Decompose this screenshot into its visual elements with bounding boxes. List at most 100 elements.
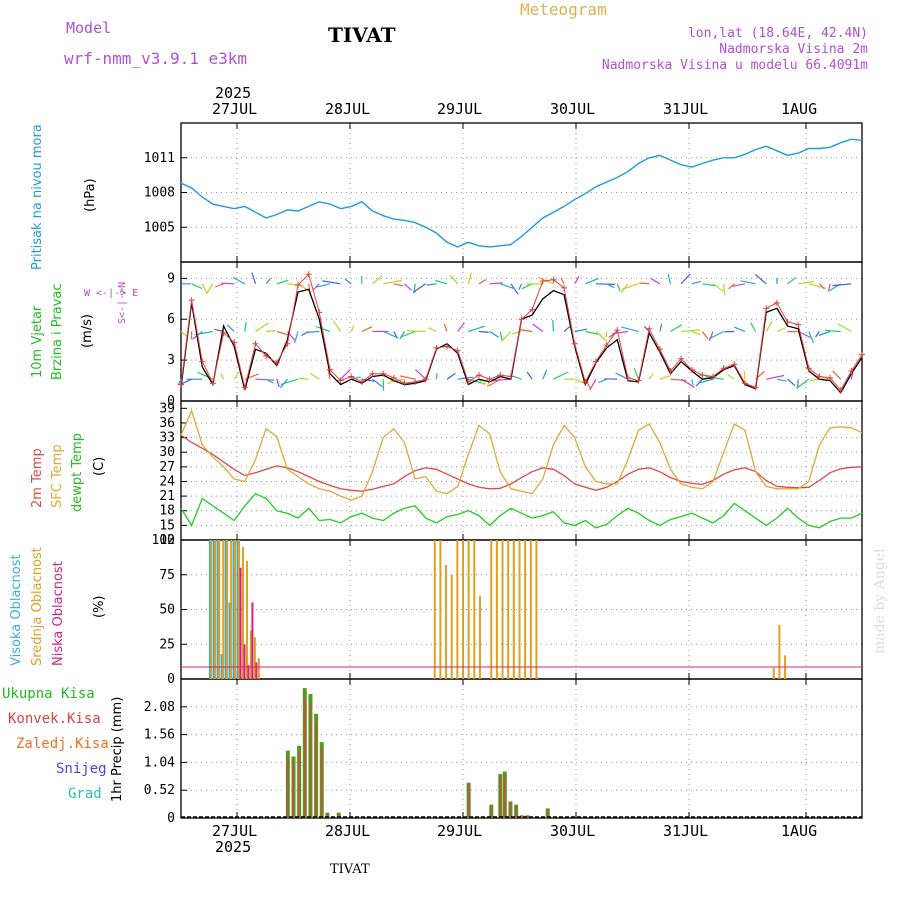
wind-gust-cross [741, 380, 748, 387]
wind-gust-cross [827, 374, 834, 381]
wind-arrow [443, 323, 448, 332]
wind-gust-cross [390, 374, 397, 381]
wind-arrow [491, 378, 511, 382]
elevation-label: Nadmorska Visina 2m [719, 42, 868, 57]
wind-arrow [351, 376, 361, 380]
wind-arrow [659, 374, 672, 380]
wind-arrow [818, 330, 831, 336]
wind-arrow [298, 377, 309, 380]
wind-arrow [399, 331, 405, 340]
wind-arrow [446, 372, 456, 380]
wind-arrow [500, 331, 512, 342]
wind-arrow [552, 320, 555, 332]
wind-arrow [749, 322, 757, 332]
wind-gust-cross [720, 365, 727, 372]
wind-arrow [322, 280, 341, 285]
wind-arrow [489, 330, 499, 338]
wind-arrow [468, 325, 486, 333]
temp-sfc-line [180, 408, 863, 501]
wind-arrow [574, 328, 588, 333]
wind-arrow [616, 283, 621, 292]
pressure-line [180, 138, 863, 248]
wind-arrow [265, 378, 274, 384]
y-tick-label: 12 [159, 533, 175, 548]
wind-arrow [327, 369, 331, 380]
wind-gust-cross [550, 276, 557, 283]
wind-arrow [512, 375, 522, 380]
wind-gust-cross [454, 347, 461, 354]
wind-arrow [276, 279, 289, 285]
wind-arrow [412, 283, 427, 293]
wind-arrow [518, 283, 523, 290]
y-tick-label: 1005 [144, 220, 175, 235]
wind-arrow [404, 283, 412, 291]
wind-arrow [553, 371, 569, 380]
wind-gust-cross [731, 361, 738, 368]
wind-gust-cross [401, 380, 408, 387]
day-label-bottom: 28JUL [325, 822, 371, 840]
wind-arrow [499, 331, 503, 342]
wind-arrow [698, 378, 714, 384]
wind-arrow [824, 329, 841, 333]
y-tick-label: 18 [159, 504, 175, 519]
wind-gust-cross [699, 372, 706, 379]
wind-arrow [399, 375, 416, 380]
model-value: wrf-nmm_v3.9.1 e3km [64, 49, 248, 68]
wind-arrow [294, 331, 299, 343]
wind-arrow [727, 374, 735, 380]
y-tick-label: 1008 [144, 186, 175, 201]
wind-arrow [542, 369, 548, 380]
wind-arrow [519, 329, 533, 333]
precip-conv-bar [304, 698, 306, 818]
precip-conv-bar [338, 813, 340, 818]
wind-arrow [232, 276, 246, 285]
wind-gust-cross [241, 384, 248, 391]
wind-gust-cross [337, 377, 344, 384]
wind-gust-cross [688, 366, 695, 373]
wind-arrow [606, 283, 615, 289]
wind-arrow [467, 272, 472, 284]
wind-gust-cross [624, 374, 631, 381]
y-tick-label: 15 [159, 518, 175, 533]
wind-arrow [585, 277, 599, 285]
wind-arrow [708, 330, 724, 340]
wind-arrow [815, 331, 820, 338]
day-label-bottom: 30JUL [550, 822, 596, 840]
precip-conv-bar [499, 777, 501, 818]
wind-arrow [340, 368, 351, 380]
wind-gust-cross [529, 306, 536, 313]
precip-conv-bar [321, 748, 323, 818]
precip-conv-bar [287, 756, 289, 818]
temp-dewpt-line [180, 492, 863, 529]
day-label-bottom: 29JUL [437, 822, 483, 840]
wind-arrow [702, 283, 716, 287]
wind-arrow [177, 378, 182, 386]
wind-gust-cross [188, 297, 195, 304]
precip-conv-bar [315, 722, 317, 818]
wind-gust-cross [231, 339, 238, 346]
wind-arrow [244, 321, 247, 332]
wind-gust-cross [284, 340, 291, 347]
wind-arrow [723, 283, 726, 296]
y-tick-label: 39 [159, 401, 175, 416]
wind-arrow [832, 283, 852, 287]
y-tick-label: 1.56 [144, 728, 175, 743]
wind-arrow [754, 274, 767, 285]
wind-gust-cross [646, 325, 653, 332]
wind-arrow [478, 378, 485, 385]
wind-arrow [598, 378, 607, 384]
wind-gust-cross [859, 351, 865, 358]
wind-arrow [708, 331, 714, 342]
wind-arrow [510, 283, 519, 295]
wind-gust-cross [380, 370, 387, 377]
day-label-top: 1AUG [781, 100, 818, 118]
day-label-bottom: 31JUL [663, 822, 709, 840]
y-tick-label: 100 [152, 533, 175, 548]
day-label-bottom: 1AUG [781, 822, 818, 840]
wind-gust-cross [592, 358, 599, 365]
wind-gust-cross [816, 373, 823, 380]
precip-conv-bar [326, 813, 328, 818]
wind-arrow [705, 376, 724, 380]
wind-arrow [280, 378, 299, 385]
y-tick-label: 6 [167, 312, 175, 327]
